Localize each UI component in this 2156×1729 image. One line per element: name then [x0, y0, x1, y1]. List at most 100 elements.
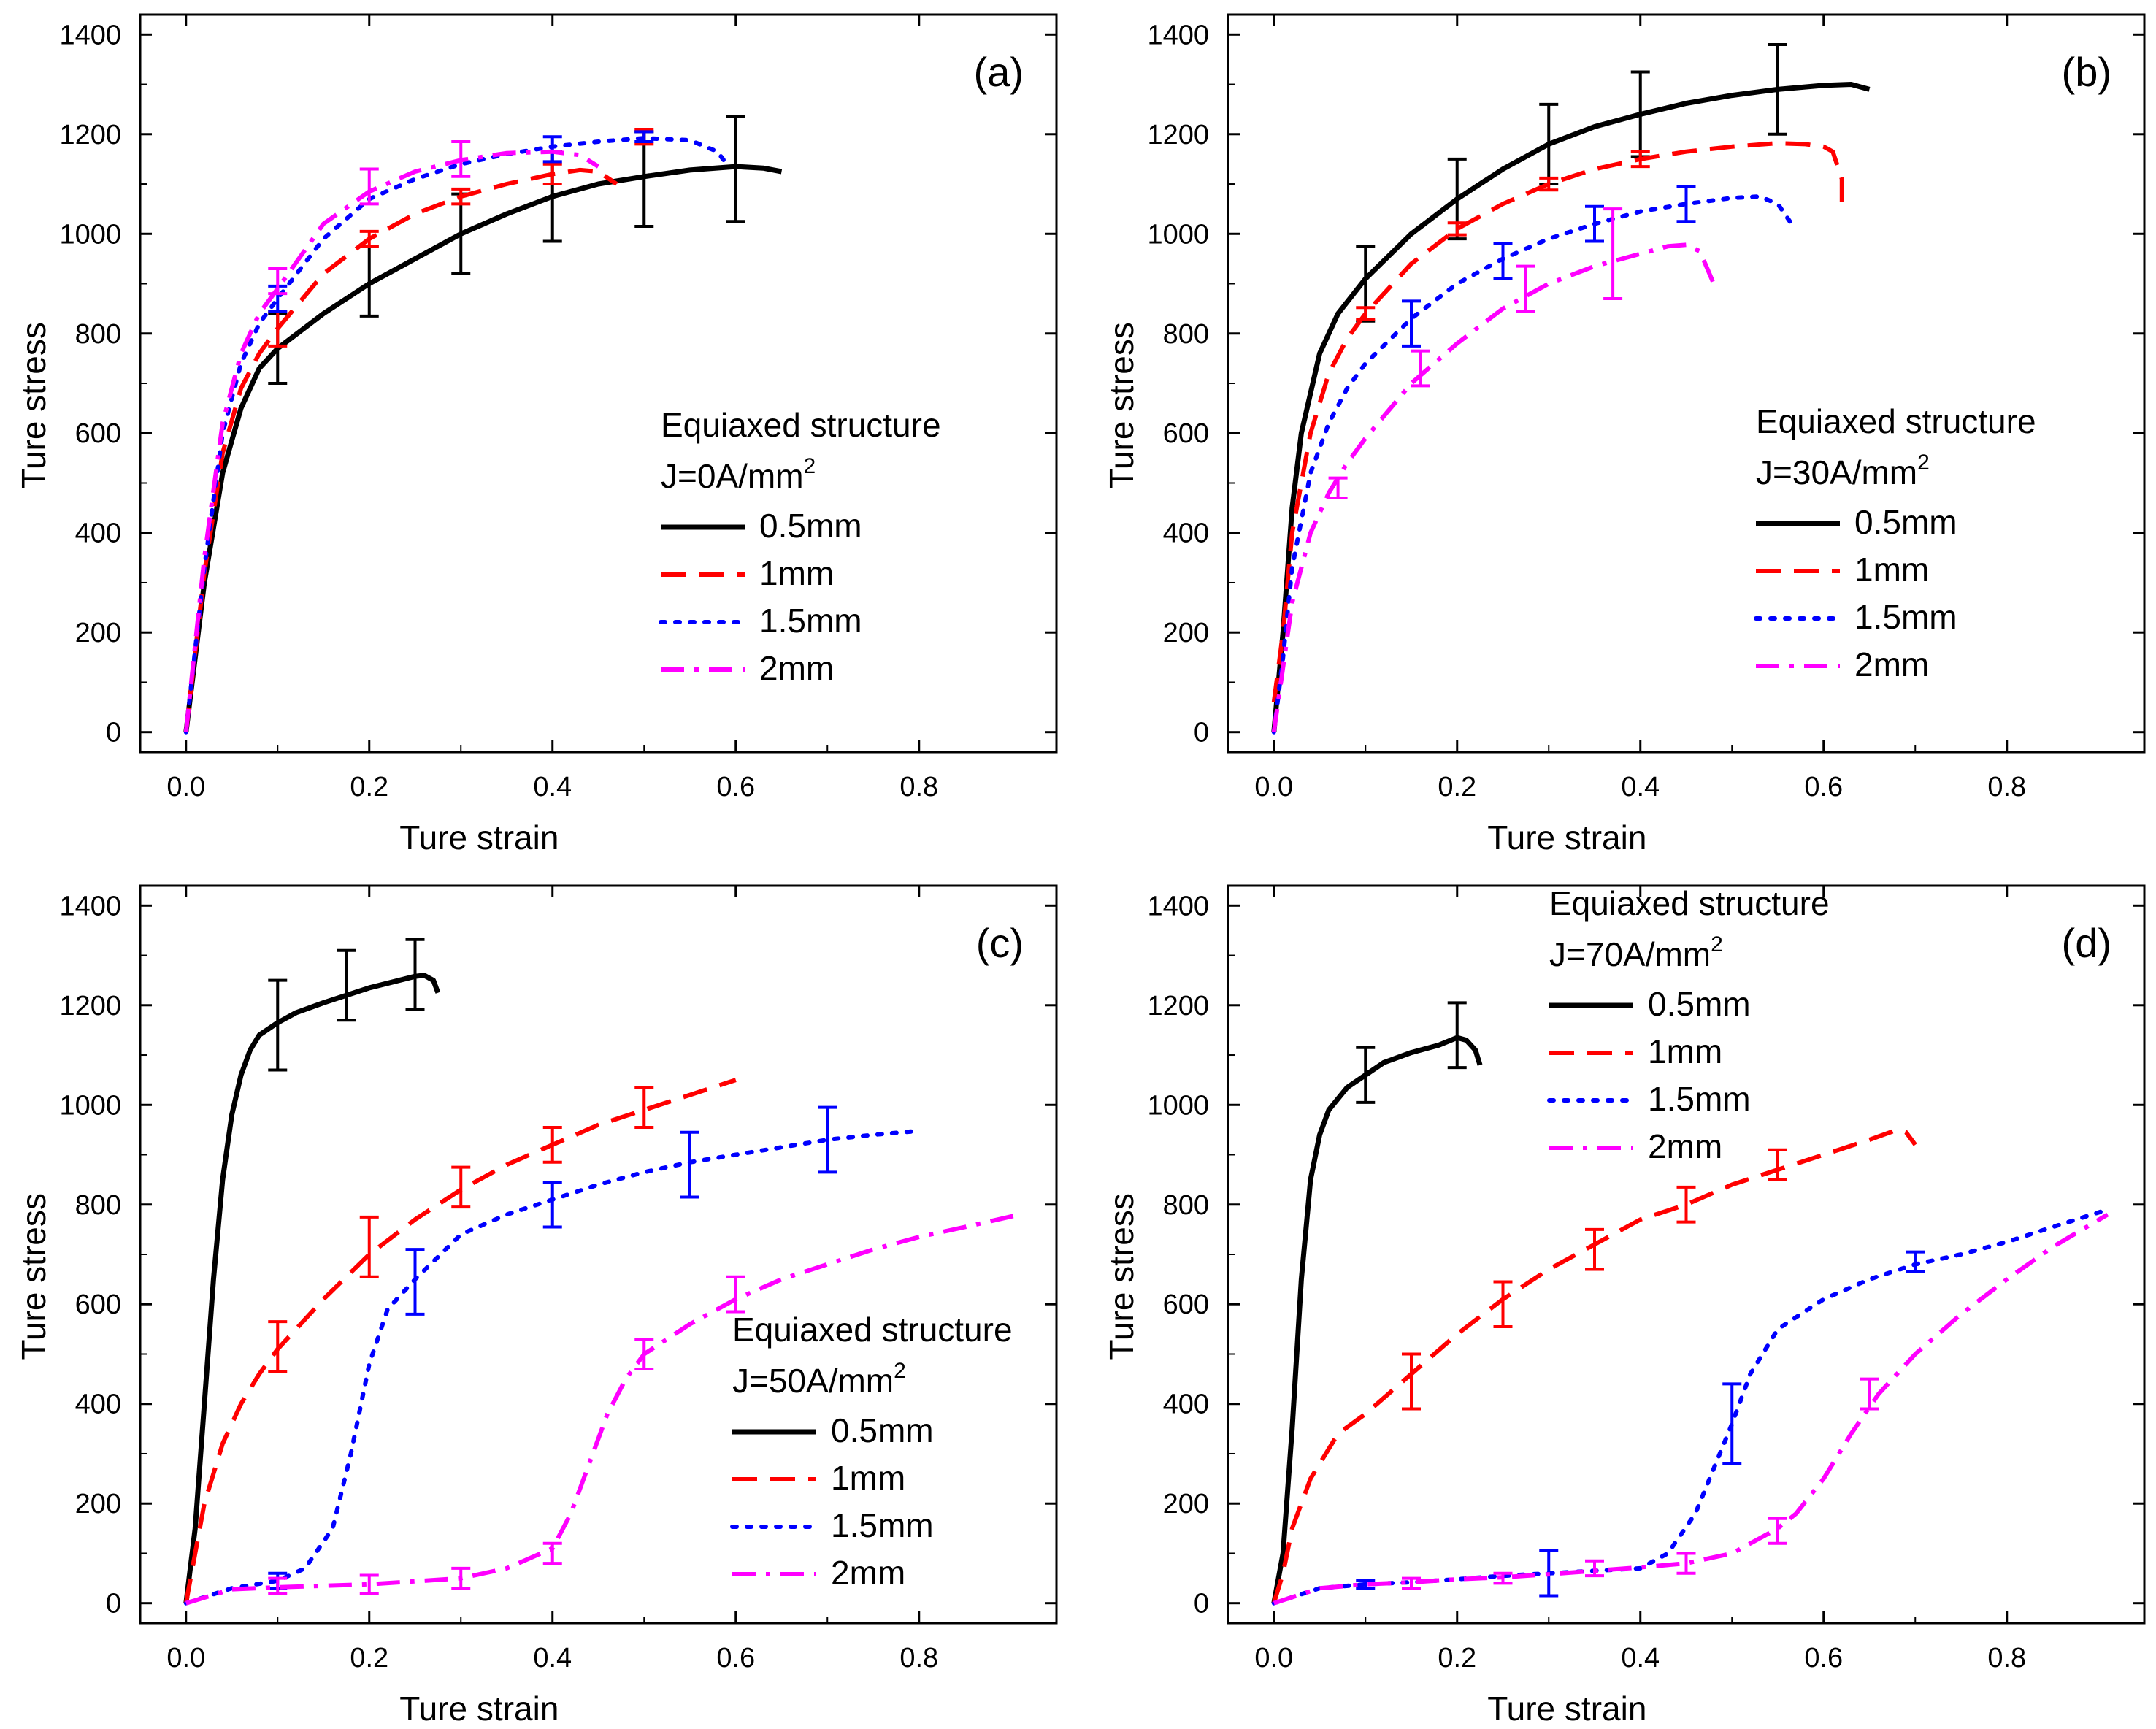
y-axis-title: Ture stress	[15, 1193, 53, 1360]
y-tick-label: 600	[1163, 1289, 1209, 1320]
error-bar	[359, 1573, 379, 1595]
error-bar	[542, 1181, 562, 1229]
series-line-2mm	[1271, 242, 1716, 733]
error-bar	[1402, 299, 1421, 348]
legend: Equiaxed structure J=30A/mm2 0.5mm 1mm 1.5mm…	[1754, 402, 2036, 683]
legend: Equiaxed structure J=50A/mm2 0.5mm 1mm 1.5mm…	[730, 1311, 1013, 1592]
error-bar	[1722, 1382, 1742, 1465]
legend-subtitle: J=50A/mm2	[732, 1359, 906, 1400]
legend-label-1mm: 1mm	[1648, 1032, 1722, 1070]
legend-subtitle-main: J=30A/mm	[1756, 453, 1917, 491]
series-line-2mm	[1273, 1212, 2109, 1606]
legend-subtitle-main: J=50A/mm	[732, 1362, 894, 1400]
legend-label-0.5mm: 0.5mm	[1854, 503, 1957, 541]
x-axis-title: Ture strain	[1487, 819, 1646, 856]
legend-subtitle-main: J=0A/mm	[661, 457, 804, 495]
chart-panel-3: 0.0 0.2 0.4 0.6 0.8 0 200 400 600 800 1000 1200 1400…	[15, 884, 1058, 1728]
y-tick-label: 200	[1163, 618, 1209, 648]
error-bar	[1356, 306, 1376, 321]
legend-title: Equiaxed structure	[1756, 402, 2036, 440]
series-line-1mm	[183, 167, 618, 733]
y-tick-label: 1000	[1147, 1090, 1209, 1121]
x-tick-label: 0.6	[716, 1643, 755, 1674]
legend: Equiaxed structure J=70A/mm2 0.5mm 1mm 1.5mm…	[1547, 884, 1830, 1165]
error-bar	[542, 135, 562, 164]
series-1mm	[1271, 141, 1844, 703]
legend-label-1mm: 1mm	[759, 554, 834, 592]
error-bar	[1676, 185, 1696, 223]
series-line-2mm	[185, 1212, 1021, 1606]
series-line-1mm	[183, 1078, 737, 1604]
y-tick-label: 1200	[1147, 991, 1209, 1021]
error-bar	[1768, 42, 1787, 136]
x-tick-label: 0.6	[1804, 1643, 1843, 1674]
y-tick-label: 1000	[59, 219, 121, 250]
legend-label-2mm: 2mm	[1648, 1127, 1722, 1165]
error-bar	[1906, 1250, 1925, 1273]
series-2mm	[183, 140, 600, 733]
x-axis-title: Ture strain	[399, 819, 559, 856]
error-bar	[451, 140, 471, 178]
panel-label: (c)	[976, 920, 1024, 966]
legend-label-0.5mm: 0.5mm	[759, 507, 862, 545]
y-tick-label: 800	[75, 1190, 121, 1221]
legend-label-2mm: 2mm	[759, 649, 834, 687]
error-bar	[1411, 349, 1430, 388]
x-tick-label: 0.2	[1438, 772, 1476, 802]
error-bar	[1493, 242, 1513, 280]
x-tick-label: 0.2	[350, 1643, 388, 1674]
y-tick-label: 1000	[59, 1090, 121, 1121]
legend-title: Equiaxed structure	[732, 1311, 1013, 1349]
series-line-0.5mm	[183, 973, 441, 1604]
error-bar	[337, 948, 356, 1022]
error-bar	[1585, 204, 1604, 243]
error-bar	[634, 1338, 654, 1370]
y-tick-label: 600	[75, 418, 121, 449]
y-tick-label: 1200	[1147, 120, 1209, 150]
legend-label-0.5mm: 0.5mm	[831, 1411, 934, 1449]
error-bar	[451, 1566, 471, 1590]
series-2mm	[1271, 207, 1716, 733]
series-line-1.5mm	[183, 1128, 921, 1606]
error-bar	[268, 1576, 288, 1595]
series-1.5mm	[183, 1105, 921, 1606]
legend-subtitle: J=0A/mm2	[661, 454, 816, 495]
legend-subtitle: J=70A/mm2	[1549, 932, 1723, 973]
panel-label: (b)	[2062, 49, 2111, 95]
error-bar	[1356, 1046, 1376, 1104]
error-bar	[1585, 1227, 1604, 1271]
error-bar	[1356, 1579, 1376, 1590]
x-tick-label: 0.2	[1438, 1643, 1476, 1674]
legend-subtitle-superscript: 2	[894, 1359, 906, 1383]
x-tick-label: 0.6	[1804, 772, 1843, 802]
error-bar	[1493, 1280, 1513, 1328]
legend-subtitle-superscript: 2	[804, 454, 816, 478]
error-bar	[268, 1320, 288, 1373]
y-axis-title: Ture stress	[1102, 1193, 1140, 1360]
y-tick-label: 400	[1163, 1389, 1209, 1420]
chart-panel-1: 0.0 0.2 0.4 0.6 0.8 0 200 400 600 800 1000 1200 1400…	[15, 13, 1058, 856]
y-tick-label: 600	[75, 1289, 121, 1320]
y-tick-label: 400	[75, 1389, 121, 1420]
error-bar	[451, 192, 471, 275]
x-tick-label: 0.4	[1621, 772, 1660, 802]
error-bar	[1539, 176, 1559, 192]
error-bar	[634, 1086, 654, 1129]
y-axis-title: Ture stress	[15, 322, 53, 488]
series-2mm	[1273, 1212, 2109, 1606]
legend-label-0.5mm: 0.5mm	[1648, 985, 1751, 1023]
y-tick-label: 1400	[1147, 20, 1209, 50]
x-tick-label: 0.8	[899, 1643, 938, 1674]
series-1mm	[183, 1078, 737, 1604]
y-tick-label: 800	[1163, 319, 1209, 350]
x-tick-label: 0.8	[1987, 1643, 2026, 1674]
y-tick-label: 400	[1163, 518, 1209, 549]
error-bar	[405, 938, 425, 1011]
x-tick-label: 0.6	[716, 772, 755, 802]
error-bar	[1402, 1576, 1421, 1590]
series-1mm	[183, 127, 654, 733]
x-tick-label: 0.8	[899, 772, 938, 802]
x-tick-label: 0.4	[533, 1643, 572, 1674]
y-tick-label: 200	[1163, 1489, 1209, 1519]
x-tick-label: 0.4	[533, 772, 572, 802]
